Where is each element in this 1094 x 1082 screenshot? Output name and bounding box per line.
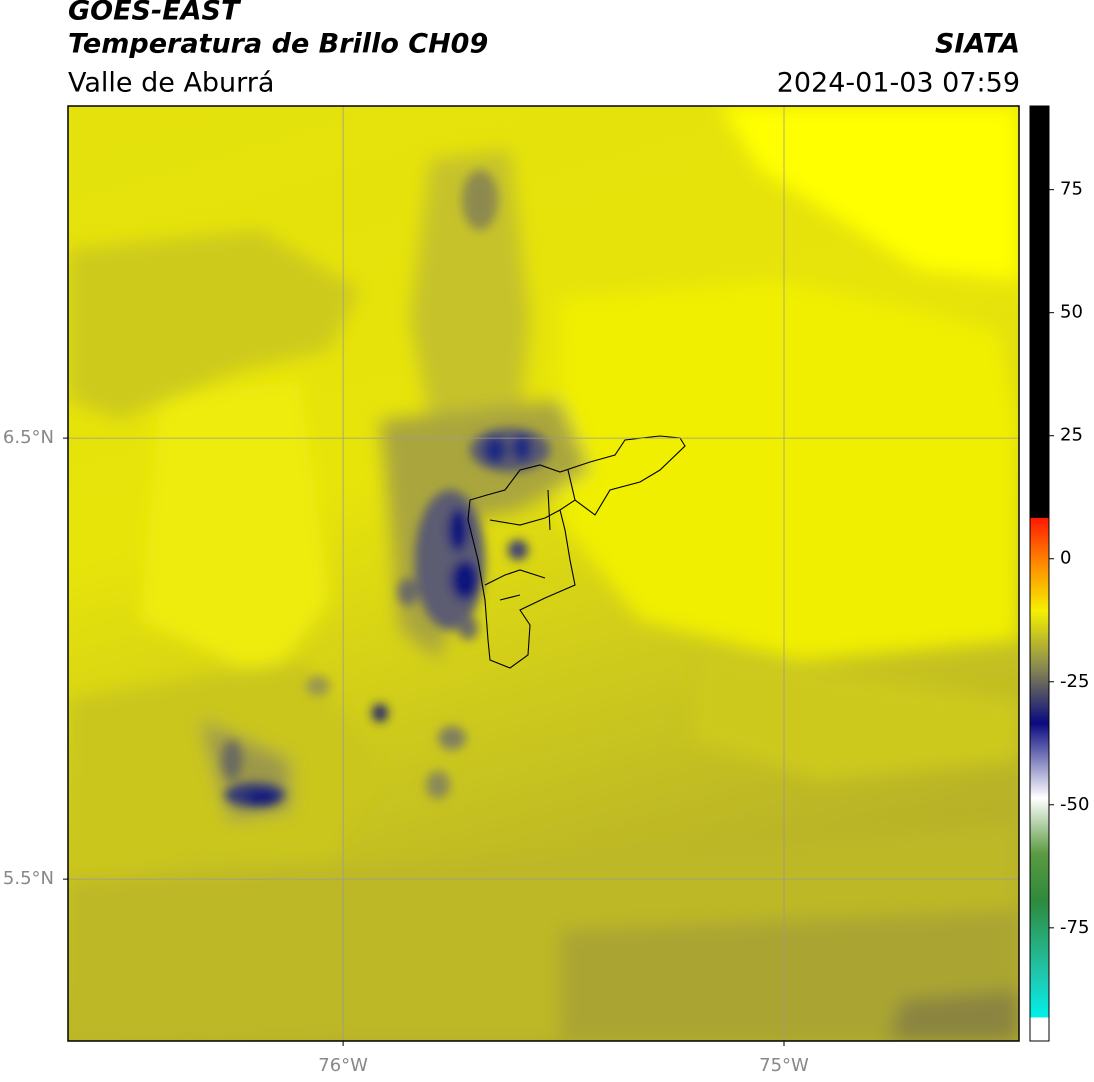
timestamp: 2024-01-03 07:59 (777, 68, 1020, 99)
colorbar-tick-label: 75 (1060, 179, 1083, 200)
subtitle: Temperatura de Brillo CH09 (68, 29, 488, 60)
x-tick-label: 76°W (318, 1055, 368, 1076)
colorbar-tick-label: -50 (1060, 794, 1089, 815)
colorbar-tick-label: 50 (1060, 302, 1083, 323)
y-tick-label: 5.5°N (3, 868, 54, 889)
title: GOES-EAST (68, 0, 242, 27)
colorbar (1029, 105, 1050, 1042)
source: SIATA (935, 29, 1020, 60)
colorbar-tick-label: 0 (1060, 548, 1071, 569)
x-tick-label: 75°W (759, 1055, 809, 1076)
colorbar-tick-label: 25 (1060, 425, 1083, 446)
map-frame (67, 105, 1020, 1042)
graticule (68, 106, 1019, 1041)
satellite-image (68, 106, 1019, 1041)
region: Valle de Aburrá (68, 68, 274, 99)
colorbar-tick-label: -75 (1060, 917, 1089, 938)
colorbar-tick-label: -25 (1060, 671, 1089, 692)
y-tick-label: 6.5°N (3, 427, 54, 448)
